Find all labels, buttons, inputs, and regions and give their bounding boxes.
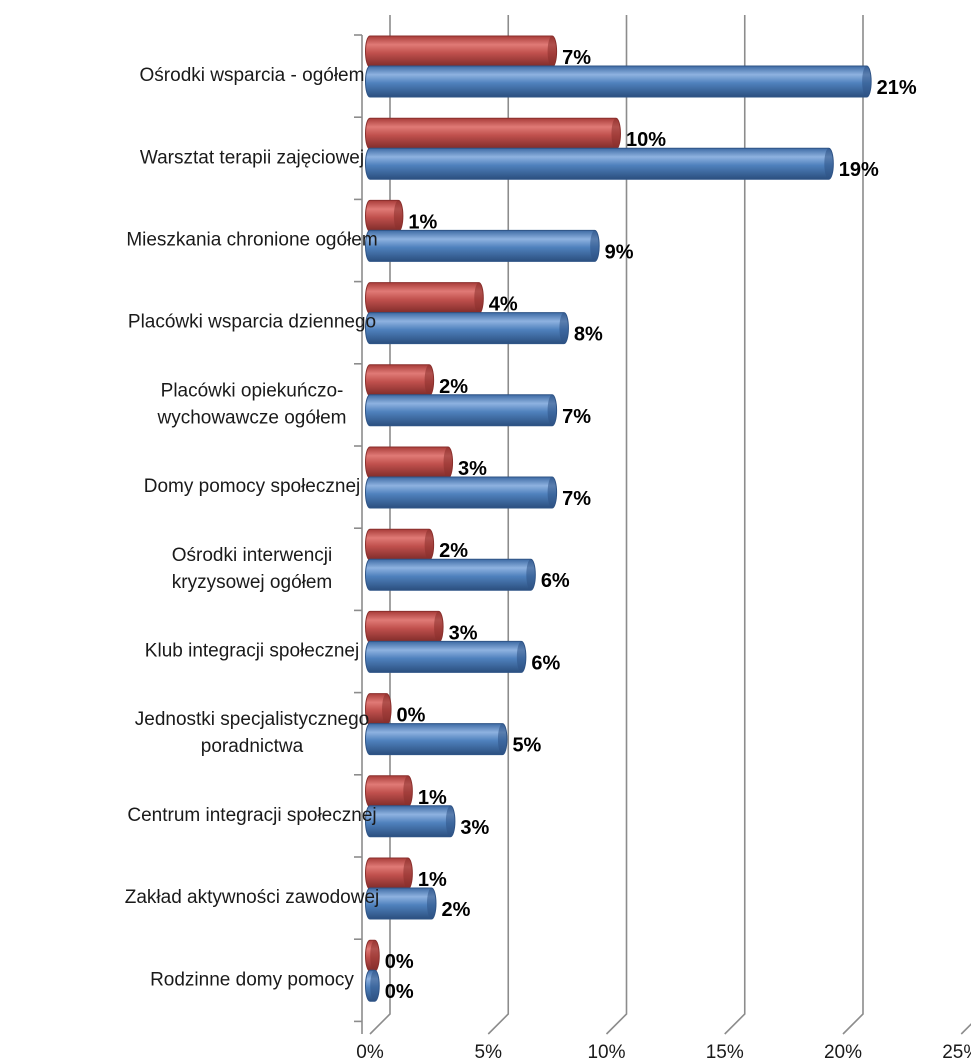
data-label: 0% — [397, 705, 426, 727]
data-label: 21% — [877, 77, 917, 99]
bar — [365, 969, 380, 1002]
bar — [365, 199, 404, 232]
x-gridline — [842, 15, 864, 1035]
data-label: 2% — [441, 899, 470, 921]
data-label: 7% — [562, 406, 591, 428]
category-label: kryzysowej ogółem — [172, 572, 333, 593]
bar — [365, 147, 834, 180]
bar — [365, 229, 600, 262]
bar — [365, 65, 872, 98]
data-label: 6% — [531, 652, 560, 674]
x-tick-label: 10% — [587, 1042, 625, 1062]
bar — [365, 558, 536, 591]
data-label: 3% — [458, 458, 487, 480]
category-label: wychowawcze ogółem — [156, 407, 346, 428]
data-label: 2% — [439, 376, 468, 398]
data-label: 3% — [449, 622, 478, 644]
x-tick-label: 25% — [942, 1042, 971, 1062]
category-label: Mieszkania chronione ogółem — [126, 230, 377, 251]
x-tick-label: 15% — [706, 1042, 744, 1062]
x-tick-label: 20% — [824, 1042, 862, 1062]
bar — [365, 446, 454, 479]
category-label: Placówki wsparcia dziennego — [128, 312, 376, 333]
bar — [365, 723, 508, 756]
bar — [365, 528, 435, 561]
bar — [365, 476, 558, 509]
data-label: 7% — [562, 488, 591, 510]
bar — [365, 35, 558, 68]
data-label: 1% — [418, 787, 447, 809]
bar — [365, 364, 435, 397]
category-label: Zakład aktywności zawodowej — [125, 887, 380, 908]
category-label: Jednostki specjalistycznego — [135, 709, 369, 730]
bar — [365, 775, 413, 808]
category-label: Ośrodki interwencji — [172, 545, 333, 566]
data-label: 7% — [562, 47, 591, 69]
bar — [365, 939, 380, 972]
category-label: Domy pomocy społecznej — [144, 476, 360, 497]
x-gridline — [960, 1023, 971, 1035]
x-gridline — [369, 15, 391, 1035]
data-label: 1% — [408, 211, 437, 233]
category-label: Rodzinne domy pomocy — [150, 969, 354, 990]
bar — [365, 312, 569, 345]
data-label: 0% — [385, 951, 414, 973]
bar — [365, 805, 456, 838]
category-label: poradnictwa — [201, 736, 304, 757]
category-label: Klub integracji społecznej — [145, 641, 359, 662]
data-label: 8% — [574, 324, 603, 346]
bar — [365, 887, 437, 920]
bar — [365, 857, 413, 890]
x-gridline — [487, 15, 510, 1035]
bar — [365, 282, 484, 315]
bar — [365, 693, 392, 726]
x-gridline — [724, 15, 746, 1035]
category-label: Ośrodki wsparcia - ogółem — [140, 65, 365, 86]
labels: 0% 5% 10% 15% 20% 25% 7% 21% Ośrodki wsparcia - … — [125, 47, 971, 1062]
data-label: 5% — [512, 735, 541, 757]
data-label: 0% — [385, 981, 414, 1003]
data-label: 3% — [460, 817, 489, 839]
bars — [365, 35, 872, 1002]
bar — [365, 394, 558, 427]
x-gridline — [605, 15, 628, 1035]
data-label: 19% — [839, 159, 879, 181]
category-label: Warsztat terapii zajęciowej — [140, 147, 364, 168]
gridlines — [354, 15, 971, 1035]
bar — [365, 117, 621, 150]
bar — [365, 610, 444, 643]
data-label: 2% — [439, 540, 468, 562]
data-label: 9% — [605, 241, 634, 263]
data-label: 1% — [418, 869, 447, 891]
data-label: 10% — [626, 129, 666, 151]
x-tick-label: 5% — [475, 1042, 503, 1062]
data-label: 4% — [489, 294, 518, 316]
category-label: Placówki opiekuńczo- — [161, 380, 344, 401]
bar — [365, 640, 527, 673]
data-label: 6% — [541, 570, 570, 592]
x-tick-label: 0% — [356, 1042, 384, 1062]
category-label: Centrum integracji społecznej — [127, 805, 376, 826]
